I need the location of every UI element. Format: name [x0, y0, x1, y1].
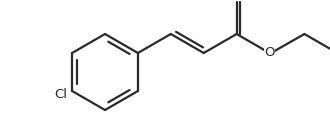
Text: O: O [264, 47, 275, 59]
Text: Cl: Cl [54, 87, 67, 100]
